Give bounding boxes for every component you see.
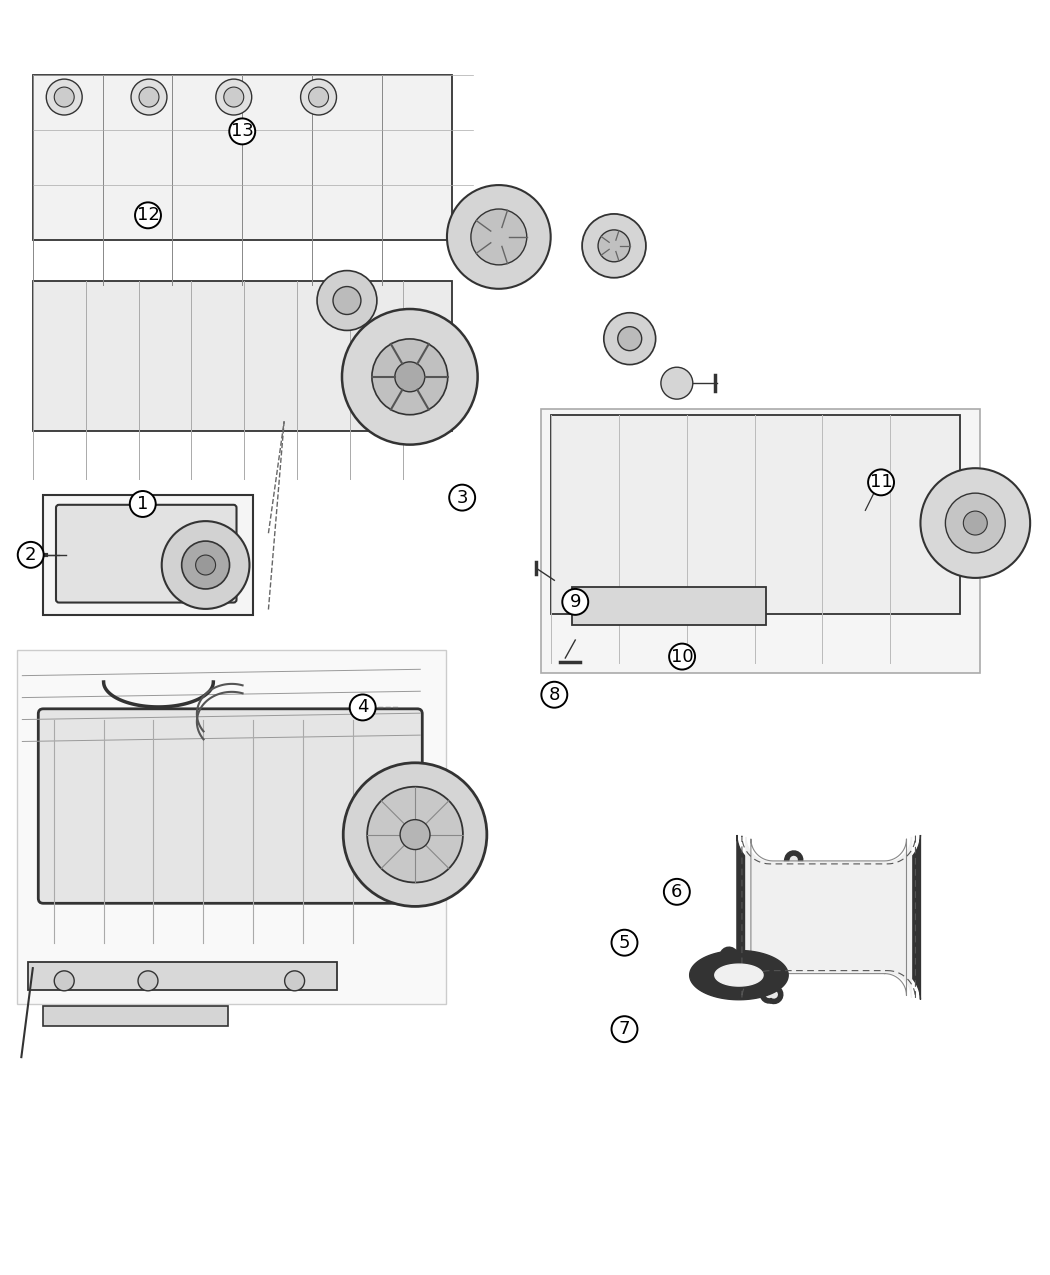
Circle shape: [285, 970, 304, 991]
Circle shape: [131, 79, 167, 115]
Text: 6: 6: [671, 882, 682, 901]
Text: 11: 11: [869, 473, 892, 491]
Circle shape: [55, 87, 75, 107]
FancyBboxPatch shape: [27, 961, 337, 989]
Circle shape: [46, 79, 82, 115]
Circle shape: [542, 682, 567, 708]
Circle shape: [342, 309, 478, 445]
Circle shape: [309, 87, 329, 107]
Circle shape: [664, 878, 690, 905]
Text: 5: 5: [618, 933, 630, 951]
Circle shape: [343, 762, 487, 907]
Circle shape: [669, 644, 695, 669]
Circle shape: [317, 270, 377, 330]
Circle shape: [604, 312, 655, 365]
Polygon shape: [690, 950, 789, 1000]
Circle shape: [868, 469, 894, 495]
Circle shape: [216, 79, 252, 115]
FancyBboxPatch shape: [33, 75, 452, 240]
Circle shape: [611, 1016, 637, 1042]
Circle shape: [162, 521, 250, 609]
Circle shape: [372, 339, 447, 414]
FancyBboxPatch shape: [56, 505, 236, 603]
FancyBboxPatch shape: [43, 1006, 228, 1026]
Circle shape: [447, 185, 550, 289]
Circle shape: [611, 929, 637, 956]
Polygon shape: [715, 964, 763, 986]
Polygon shape: [746, 836, 911, 997]
Circle shape: [333, 287, 361, 315]
FancyBboxPatch shape: [33, 282, 452, 431]
Circle shape: [963, 511, 987, 536]
FancyBboxPatch shape: [17, 650, 446, 1005]
Circle shape: [921, 468, 1030, 578]
Polygon shape: [737, 835, 921, 1000]
Circle shape: [195, 555, 215, 575]
Circle shape: [135, 203, 161, 228]
Circle shape: [182, 541, 230, 589]
Circle shape: [300, 79, 336, 115]
Circle shape: [224, 87, 244, 107]
Circle shape: [139, 87, 159, 107]
Text: 2: 2: [25, 546, 37, 564]
Circle shape: [55, 970, 75, 991]
Circle shape: [368, 787, 463, 882]
Circle shape: [598, 230, 630, 261]
Circle shape: [945, 493, 1005, 553]
Circle shape: [400, 820, 430, 849]
Circle shape: [138, 970, 158, 991]
FancyBboxPatch shape: [551, 414, 960, 615]
FancyBboxPatch shape: [38, 709, 422, 903]
Circle shape: [660, 367, 693, 399]
Circle shape: [617, 326, 642, 351]
Circle shape: [395, 362, 425, 391]
Text: 8: 8: [549, 686, 560, 704]
Text: 9: 9: [569, 593, 581, 611]
Polygon shape: [572, 586, 765, 625]
FancyBboxPatch shape: [541, 408, 980, 673]
Circle shape: [470, 209, 527, 265]
Text: 7: 7: [618, 1020, 630, 1038]
Text: 12: 12: [136, 207, 160, 224]
Text: 1: 1: [138, 495, 148, 513]
Text: 4: 4: [357, 699, 369, 717]
Circle shape: [350, 695, 376, 720]
FancyBboxPatch shape: [43, 495, 253, 615]
Circle shape: [130, 491, 155, 516]
Circle shape: [563, 589, 588, 615]
Circle shape: [18, 542, 44, 567]
Circle shape: [582, 214, 646, 278]
Circle shape: [229, 119, 255, 144]
Text: 13: 13: [231, 122, 254, 140]
Text: 10: 10: [671, 648, 693, 666]
Circle shape: [449, 484, 476, 510]
Text: 3: 3: [457, 488, 468, 506]
